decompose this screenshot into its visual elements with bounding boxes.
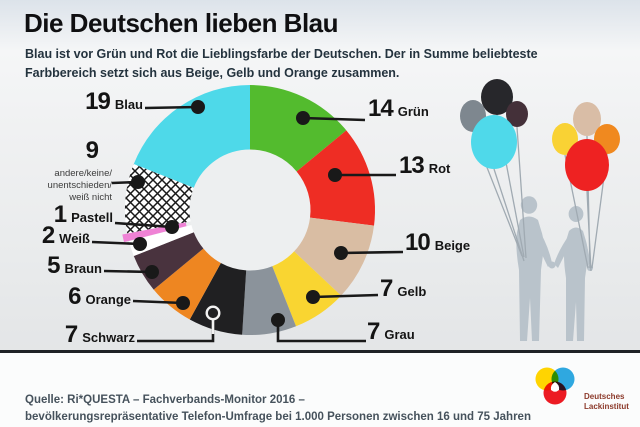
leader-orange <box>132 299 184 305</box>
dot-beige <box>334 246 348 260</box>
name-schwarz: Schwarz <box>82 330 135 345</box>
dot-gelb <box>306 290 320 304</box>
person-right-body <box>564 227 588 341</box>
dot-grau <box>271 313 285 327</box>
balloon-strings-right <box>564 135 608 272</box>
dot-weiss <box>133 237 147 251</box>
dot-orange <box>176 296 190 310</box>
slice-blau <box>133 85 250 188</box>
subtitle: Blau ist vor Grün und Rot die Lieblingsf… <box>25 45 538 83</box>
value-grau: 7 <box>367 318 380 345</box>
value-braun: 5 <box>47 252 60 279</box>
slice-gelb <box>272 251 342 327</box>
person-left-arm <box>533 225 552 267</box>
label-pastell: 1 Pastell <box>31 203 113 227</box>
leader-gelb <box>312 293 379 299</box>
value-blau: 19 <box>85 88 111 115</box>
people-silhouettes <box>516 196 593 341</box>
name-pastell: Pastell <box>71 210 113 225</box>
balloon-black <box>481 79 513 115</box>
name-blau: Blau <box>114 97 143 112</box>
value-gruen: 14 <box>368 95 394 122</box>
balloon-cyan <box>471 115 517 169</box>
source-note: Quelle: Ri*QUESTA – Fachverbands-Monitor… <box>25 392 531 427</box>
label-gruen: 14 Grün <box>368 97 429 121</box>
leader-blau <box>144 105 199 110</box>
logo-text-line-1: Deutsches <box>584 392 625 401</box>
logo-text: Deutsches Lackinstitut <box>584 392 629 411</box>
leader-gruen <box>302 116 366 122</box>
page-title: Die Deutschen lieben Blau <box>24 8 339 38</box>
name-gruen: Grün <box>397 104 429 119</box>
ring-schwarz <box>205 305 221 321</box>
andere-line-3: weiß nicht <box>69 192 112 204</box>
label-blau: 19 Blau <box>50 90 143 114</box>
value-rot: 13 <box>399 152 425 179</box>
balloon-strings-left <box>472 114 527 262</box>
slice-gruen <box>250 85 347 172</box>
balloons-right <box>552 102 620 191</box>
lackinstitut-logo <box>535 367 575 405</box>
logo-circle-red <box>543 381 567 405</box>
name-orange: Orange <box>85 292 131 307</box>
dot-rot <box>328 168 342 182</box>
name-weiss: Weiß <box>59 231 90 246</box>
value-weiss: 2 <box>41 222 55 249</box>
balloon-red <box>565 139 609 191</box>
subtitle-line-1: Blau ist vor Grün und Rot die Lieblingsf… <box>25 47 538 61</box>
balloon-plum <box>506 101 528 127</box>
logo-center <box>550 382 560 392</box>
balloon-beige <box>573 102 601 136</box>
label-braun: 5 Braun <box>20 254 102 278</box>
callout-lines <box>91 100 404 343</box>
label-andere: 9 andere/keine/ unentschieden/ weiß nich… <box>18 139 112 204</box>
label-rot: 13 Rot <box>399 154 450 178</box>
label-beige: 10 Beige <box>405 231 470 255</box>
value-beige: 10 <box>405 229 431 256</box>
name-beige: Beige <box>434 238 471 253</box>
andere-line-2: unentschieden/ <box>47 180 112 192</box>
subtitle-line-2: Farbbereich setzt sich aus Beige, Gelb u… <box>25 65 400 80</box>
slice-beige <box>294 217 375 296</box>
logo-text-line-2: Lackinstitut <box>584 401 629 411</box>
person-right-head <box>568 206 584 222</box>
leader-beige <box>340 250 404 255</box>
leader-weiss <box>91 240 141 246</box>
joined-hands <box>548 261 556 269</box>
person-left-head <box>520 196 538 214</box>
donut-hole <box>189 149 311 271</box>
leader-pastell <box>114 221 173 229</box>
label-orange: 6 Orange <box>34 285 131 309</box>
name-andere: andere/keine/ unentschieden/ weiß nicht <box>18 168 112 204</box>
dot-braun <box>145 265 159 279</box>
balloons-left <box>460 79 528 169</box>
leader-braun <box>103 269 153 274</box>
name-rot: Rot <box>428 161 451 176</box>
dot-blau <box>191 100 205 114</box>
value-pastell: 1 <box>53 201 67 228</box>
name-grau: Grau <box>384 327 415 342</box>
label-weiss: 2 Weiß <box>18 224 90 248</box>
label-grau: 7 Grau <box>367 320 415 344</box>
source-line-1: Quelle: Ri*QUESTA – Fachverbands-Monitor… <box>25 394 305 406</box>
donut-slices <box>122 85 375 335</box>
label-schwarz: 7 Schwarz <box>28 323 135 347</box>
footer-band <box>0 350 640 427</box>
name-braun: Braun <box>64 261 102 276</box>
person-right-arm <box>554 234 572 268</box>
value-orange: 6 <box>68 283 81 310</box>
label-gelb: 7 Gelb <box>380 277 426 301</box>
donut-chart <box>91 79 620 343</box>
dot-pastell <box>165 220 179 234</box>
source-line-2: bevölkerungsrepräsentative Telefon-Umfra… <box>25 411 531 424</box>
value-andere: 9 <box>85 137 99 164</box>
slice-schwarz <box>189 263 247 335</box>
name-gelb: Gelb <box>397 284 427 299</box>
andere-line-1: andere/keine/ <box>54 168 112 179</box>
value-gelb: 7 <box>380 275 393 302</box>
dot-gruen <box>296 111 310 125</box>
dot-andere <box>131 175 145 189</box>
value-schwarz: 7 <box>64 321 78 348</box>
